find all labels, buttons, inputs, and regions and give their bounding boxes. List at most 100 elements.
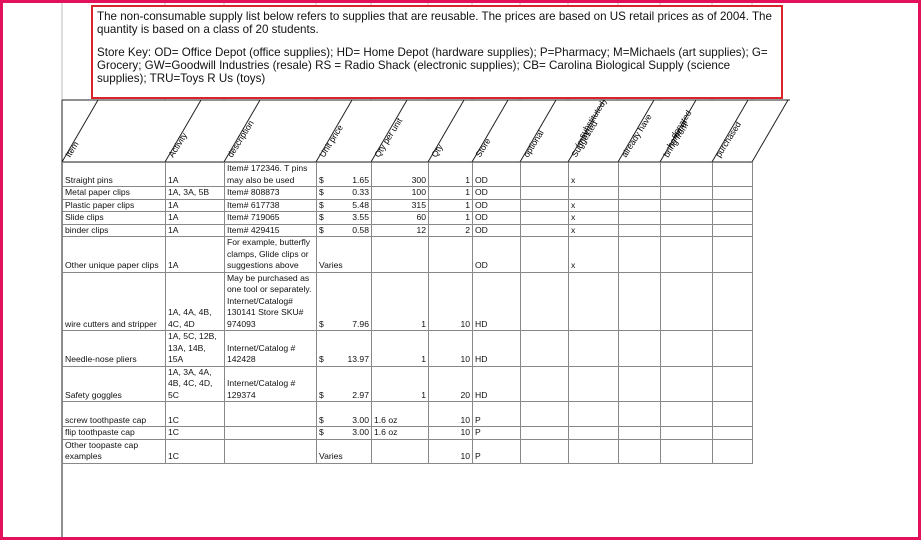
cell-already-have (618, 426, 661, 440)
cell-description: Item# 617738 (224, 198, 317, 212)
price-value: 13.97 (347, 354, 369, 364)
cell-qty-per-unit: 315 (371, 198, 429, 212)
cell-qty-per-unit: 1 (371, 365, 429, 402)
cell-text: 1A (168, 199, 179, 210)
cell-text: 1A, 3A, 4A, 4B, 4C, 4D, 5C (168, 366, 213, 400)
cell-store: P (472, 438, 521, 464)
cell-qty: 1 (428, 198, 473, 212)
row: Other toopaste cap examples 1C Varies 10 P (62, 438, 753, 464)
cell-suggested: x (568, 223, 619, 237)
cell-text: 12 (416, 224, 426, 235)
cell-description: Item# 172346. T pins may also be used (224, 162, 317, 187)
cell-price: $5.48 (316, 198, 372, 212)
cell-suggested (568, 426, 619, 440)
cell-store: OD (472, 236, 521, 273)
cell-activity: 1C (165, 426, 225, 440)
cell-purchased (712, 211, 753, 225)
cell-text: 1 (465, 187, 470, 197)
cell-text: HD (475, 354, 488, 364)
cell-price: Varies (316, 438, 372, 464)
cell-purchased (712, 438, 753, 464)
cell-price: Varies (316, 236, 372, 273)
cell-already-have (618, 330, 661, 367)
cell-text: 1C (168, 451, 179, 461)
cell-text: x (571, 212, 576, 222)
cell-purchased (712, 426, 753, 440)
column-header: Qty per unit (372, 116, 404, 159)
cell-store: HD (472, 271, 521, 331)
cell-optional (520, 223, 569, 237)
cell-purchased (712, 162, 753, 187)
cell-item: Other toopaste cap examples (62, 438, 166, 464)
cell-store: OD (472, 162, 521, 187)
cell-store: P (472, 401, 521, 427)
cell-already-have (618, 365, 661, 402)
header-line: description (225, 118, 256, 159)
price-value: 7.96 (352, 318, 369, 329)
cell-qty: 2 (428, 223, 473, 237)
price-value: 3.00 (352, 427, 369, 437)
header-slant (751, 99, 789, 163)
price-value: 2.97 (352, 389, 369, 400)
cell-text: 1A (168, 174, 179, 185)
cell-activity: 1A (165, 211, 225, 225)
cell-text: binder clips (65, 224, 109, 235)
cell-text: P (475, 451, 481, 461)
cell-text: Other unique paper clips (65, 260, 159, 270)
cell-suggested: x (568, 211, 619, 225)
cell-bring (660, 211, 713, 225)
price-value: 0.33 (352, 187, 369, 197)
cell-qty: 1 (428, 186, 473, 200)
row: Straight pins 1A Item# 172346. T pins may … (62, 162, 753, 187)
currency: $ (319, 174, 324, 185)
price-cell: $3.55 (319, 212, 369, 223)
cell-qty-per-unit: 1 (371, 271, 429, 331)
header-slant (471, 99, 509, 163)
cell-text: Item# 429415 (227, 224, 280, 235)
cell-item: Needle-nose pliers (62, 330, 166, 367)
cell-suggested (568, 401, 619, 427)
cell-store: HD (472, 330, 521, 367)
cell-text: Metal paper clips (65, 187, 130, 197)
row: Metal paper clips 1A, 3A, 5B Item# 808873 $… (62, 186, 753, 200)
header-line: Unit price (317, 123, 345, 159)
header-line: Store (473, 136, 492, 159)
cell-item: screw toothpaste cap (62, 401, 166, 427)
cell-activity: 1A, 3A, 4A, 4B, 4C, 4D, 5C (165, 365, 225, 402)
cell-text: Safety goggles (65, 389, 122, 400)
column-header: Store (473, 136, 492, 159)
cell-purchased (712, 330, 753, 367)
cell-item: Plastic paper clips (62, 198, 166, 212)
row: Needle-nose pliers 1A, 5C, 12B, 13A, 14B,… (62, 330, 753, 367)
cell-text: P (475, 414, 481, 425)
cell-description: Internet/Catalog # 142428 (224, 330, 317, 367)
cell-qty-per-unit: 1.6 oz (371, 426, 429, 440)
header-slant (617, 99, 655, 163)
cell-already-have (618, 401, 661, 427)
currency: $ (319, 199, 324, 210)
cell-text: 1 (465, 199, 470, 210)
cell-bring (660, 271, 713, 331)
cell-text: 2 (465, 224, 470, 235)
price-cell: $2.97 (319, 389, 369, 401)
header-slant (61, 99, 99, 163)
cell-text: x (571, 174, 576, 185)
cell-already-have (618, 236, 661, 273)
header-slant (711, 99, 749, 163)
cell-item: binder clips (62, 223, 166, 237)
cell-item: Safety goggles (62, 365, 166, 402)
cell-qty-per-unit: 300 (371, 162, 429, 187)
column-header: description (225, 118, 256, 159)
cell-price: $3.55 (316, 211, 372, 225)
cell-text: Item# 808873 (227, 187, 280, 197)
cell-text: Internet/Catalog # 129374 (227, 378, 296, 400)
cell-qty-per-unit: 100 (371, 186, 429, 200)
cell-text: OD (475, 212, 488, 222)
cell-store: P (472, 426, 521, 440)
cell-text: 1A, 5C, 12B, 13A, 14B, 15A (168, 331, 217, 364)
cell-activity: 1A (165, 162, 225, 187)
cell-price: $3.00 (316, 401, 372, 427)
cell-optional (520, 186, 569, 200)
price-value: Varies (319, 451, 343, 461)
cell-text: flip toothpaste cap (65, 427, 135, 437)
